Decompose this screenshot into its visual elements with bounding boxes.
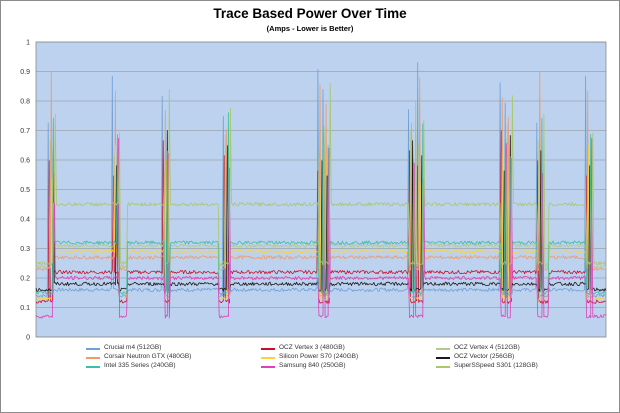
chart-legend: Crucial m4 (512GB) OCZ Vertex 3 (480GB) OC…: [86, 344, 606, 394]
y-tick-label-1: 0.1: [20, 305, 30, 312]
legend-swatch-1: [261, 348, 275, 350]
series-line-4: [35, 144, 607, 301]
legend-label-5: OCZ Vector (256GB): [454, 353, 515, 360]
y-tick-label-10: 1: [26, 40, 30, 47]
y-tick-label-5: 0.5: [20, 187, 30, 194]
legend-swatch-4: [261, 357, 275, 359]
chart-title: Trace Based Power Over Time: [213, 6, 407, 21]
y-tick-label-3: 0.3: [20, 246, 30, 253]
legend-swatch-7: [261, 366, 275, 368]
legend-label-8: SuperSSpeed S301 (128GB): [454, 362, 538, 369]
series-line-8: [35, 82, 607, 266]
y-tick-label-6: 0.6: [20, 158, 30, 165]
legend-label-7: Samsung 840 (250GB): [279, 362, 346, 369]
legend-label-3: Corsair Neutron GTX (480GB): [104, 353, 192, 360]
y-tick-label-7: 0.7: [20, 128, 30, 135]
y-tick-label-9: 0.9: [20, 69, 30, 76]
legend-label-2: OCZ Vertex 4 (512GB): [454, 344, 520, 351]
legend-swatch-6: [86, 366, 100, 368]
legend-swatch-5: [436, 357, 450, 359]
line-chart: 0 0.1 0.2 0.3 0.4 0.5 0.6 0.7 0.8 0.9 1: [20, 40, 607, 342]
series-line-7: [35, 133, 607, 319]
y-tick-label-8: 0.8: [20, 99, 30, 106]
y-tick-label-2: 0.2: [20, 276, 30, 283]
legend-swatch-8: [436, 366, 450, 368]
legend-swatch-3: [86, 357, 100, 359]
legend-label-4: Silicon Power S70 (240GB): [279, 353, 359, 360]
legend-label-6: Intel 335 Series (240GB): [104, 362, 176, 369]
legend-swatch-2: [436, 348, 450, 350]
chart-subtitle: (Amps - Lower is Better): [266, 24, 354, 33]
y-tick-label-0: 0: [26, 335, 30, 342]
series-line-1: [35, 130, 607, 304]
legend-label-0: Crucial m4 (512GB): [104, 344, 162, 351]
legend-swatch-0: [86, 348, 100, 350]
legend-label-1: OCZ Vertex 3 (480GB): [279, 344, 345, 351]
y-tick-label-4: 0.4: [20, 217, 30, 224]
